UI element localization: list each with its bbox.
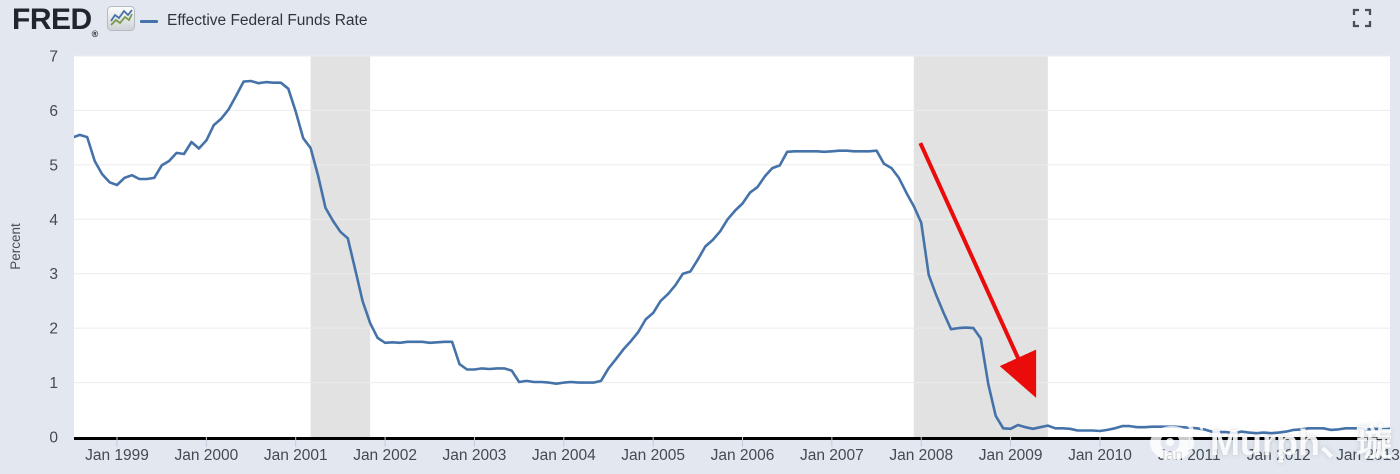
fullscreen-icon bbox=[1352, 8, 1372, 31]
x-axis-tick-label: Jan 2010 bbox=[1068, 447, 1132, 464]
x-axis-tick-label: Jan 2008 bbox=[889, 447, 953, 464]
x-axis-tick-label: Jan 2009 bbox=[979, 447, 1043, 464]
x-axis-tick-label: Jan 2013 bbox=[1336, 447, 1400, 464]
x-axis-tick-label: Jan 2002 bbox=[353, 447, 417, 464]
registered-mark: ® bbox=[91, 29, 99, 39]
fred-logo[interactable]: FRED® bbox=[12, 3, 99, 39]
y-axis-tick-label: 6 bbox=[49, 103, 58, 120]
x-axis-tick-label: Jan 2011 bbox=[1158, 447, 1221, 464]
y-axis-tick-label: 3 bbox=[49, 266, 58, 283]
sparkline-chart-icon bbox=[107, 6, 135, 36]
annotation-arrow bbox=[918, 142, 1037, 398]
y-axis-tick-label: 0 bbox=[49, 430, 58, 447]
legend-line-swatch bbox=[140, 19, 158, 23]
x-axis-tick-label: Jan 1999 bbox=[85, 447, 149, 464]
recession-band bbox=[310, 56, 371, 437]
y-axis-tick-label: 4 bbox=[49, 212, 58, 229]
x-axis-tick-label: Jan 2005 bbox=[621, 447, 685, 464]
legend-series-label: Effective Federal Funds Rate bbox=[167, 12, 368, 29]
x-axis-tick-label: Jan 2006 bbox=[711, 447, 775, 464]
x-axis-tick-label: Jan 2001 bbox=[264, 447, 328, 464]
fullscreen-button[interactable] bbox=[1351, 8, 1373, 30]
x-axis-tick-label: Jan 2003 bbox=[443, 447, 507, 464]
plot-area[interactable] bbox=[74, 56, 1390, 437]
x-axis-tick-label: Jan 2012 bbox=[1247, 447, 1311, 464]
chart-header: FRED® Effective Federal Funds Rate bbox=[0, 0, 1400, 44]
chart-legend: Effective Federal Funds Rate bbox=[140, 11, 367, 31]
x-axis-tick-label: Jan 2007 bbox=[800, 447, 864, 464]
y-axis-tick-label: 1 bbox=[49, 375, 58, 392]
y-axis-tick-label: 5 bbox=[49, 157, 58, 174]
y-axis-title: Percent bbox=[8, 223, 23, 270]
x-axis-tick-label: Jan 2000 bbox=[174, 447, 238, 464]
x-axis-tick-label: Jan 2004 bbox=[532, 447, 596, 464]
y-axis-tick-label: 2 bbox=[49, 321, 58, 338]
y-axis-tick-label: 7 bbox=[49, 49, 58, 66]
